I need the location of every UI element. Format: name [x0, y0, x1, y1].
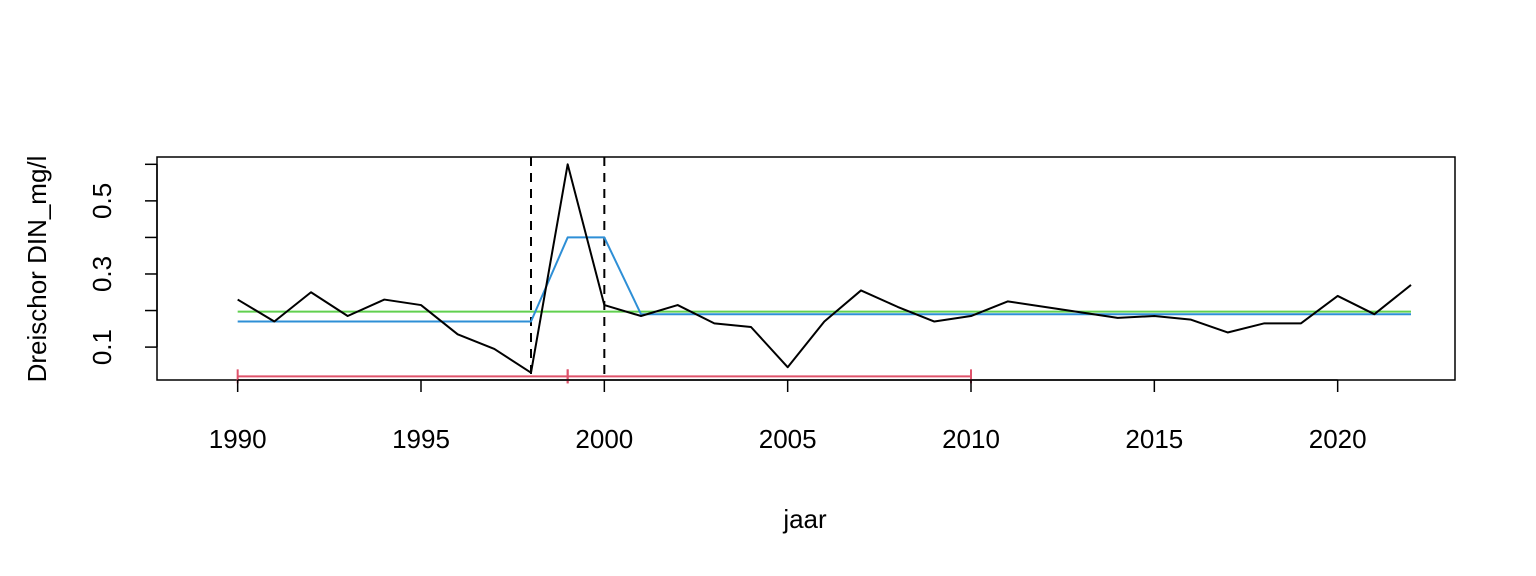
x-tick-label: 2010	[942, 424, 1000, 454]
series-lines	[237, 163, 1412, 374]
x-tick-label: 2020	[1309, 424, 1367, 454]
series-line	[237, 163, 1412, 374]
x-axis-title: jaar	[782, 504, 827, 534]
vertical-reference-lines	[530, 157, 606, 380]
plot-frame	[156, 156, 1456, 381]
series-line	[237, 236, 1411, 323]
x-tick-label: 1990	[209, 424, 267, 454]
y-axis-title: Dreischor DIN_mg/l	[22, 156, 52, 383]
x-tick-label: 2015	[1125, 424, 1183, 454]
y-tick-label: 0.3	[87, 256, 117, 292]
y-axis: 0.1 0.3 0.5	[87, 163, 158, 365]
x-tick-label: 2000	[575, 424, 633, 454]
y-tick-label: 0.1	[87, 329, 117, 365]
x-tick-label: 2005	[759, 424, 817, 454]
interval-markers	[236, 369, 972, 384]
x-axis: 1990 1995 2000 2005 2010 2015 2020	[209, 379, 1367, 454]
x-tick-label: 1995	[392, 424, 450, 454]
y-tick-label: 0.5	[87, 183, 117, 219]
